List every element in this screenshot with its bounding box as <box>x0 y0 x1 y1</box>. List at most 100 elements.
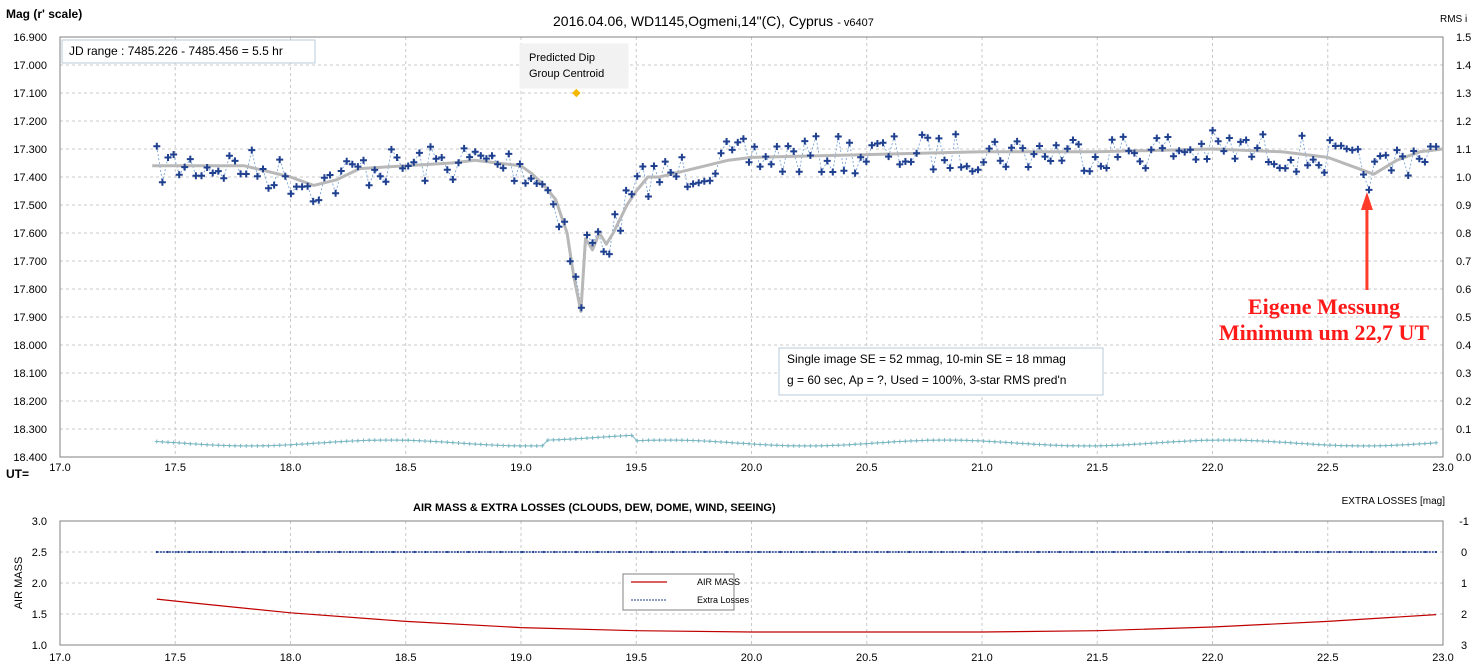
rms-point <box>439 439 444 444</box>
rms-point <box>1171 439 1176 444</box>
top-y-tick: 18.200 <box>13 396 47 408</box>
rms-point <box>339 439 344 444</box>
bottom-y2-tick: 2 <box>1461 609 1467 621</box>
magnitude-point <box>706 177 714 185</box>
bottom-y2-tick: 1 <box>1461 578 1467 590</box>
rms-point <box>160 439 165 444</box>
rms-point <box>255 443 260 448</box>
rms-point <box>1132 442 1137 447</box>
magnitude-point <box>1013 137 1021 145</box>
extra-losses-point <box>1155 550 1158 554</box>
extra-losses-point <box>1284 550 1287 554</box>
rms-point <box>1283 440 1288 445</box>
rms-point <box>1076 443 1081 448</box>
magnitude-point <box>1237 138 1245 146</box>
rms-point <box>428 439 433 444</box>
magnitude-point <box>181 163 189 171</box>
rms-point <box>763 442 768 447</box>
extra-losses-point <box>1435 550 1438 554</box>
magnitude-point <box>399 164 407 172</box>
magnitude-point <box>1192 156 1200 163</box>
rms-point <box>819 443 824 448</box>
rms-point <box>328 440 332 445</box>
rms-point <box>1272 439 1277 444</box>
extra-losses-point <box>532 550 535 554</box>
rms-point <box>316 441 321 445</box>
rms-point <box>467 441 472 446</box>
magnitude-point <box>516 160 524 168</box>
top-y2-tick: 0.6 <box>1456 284 1471 296</box>
rms-point <box>529 443 534 448</box>
magnitude-point <box>834 133 842 140</box>
extra-losses-point <box>919 550 922 554</box>
rms-point <box>936 438 941 443</box>
image-stats-box: Single image SE = 52 mmag, 10-min SE = 1… <box>778 347 1104 396</box>
rms-point <box>618 434 623 438</box>
bottom-plot-frame <box>59 520 1444 646</box>
magnitude-point <box>823 157 831 165</box>
magnitude-point <box>421 177 429 185</box>
extra-losses-point <box>618 550 621 554</box>
rms-point <box>959 438 964 443</box>
rms-point <box>735 441 740 446</box>
magnitude-point <box>577 304 585 312</box>
predicted-dip-box: Predicted Dip Group Centroid <box>519 43 629 89</box>
magnitude-point <box>220 174 228 182</box>
rms-point <box>305 441 310 446</box>
extra-losses-point <box>435 550 438 554</box>
rms-point <box>814 443 818 448</box>
rms-point <box>1098 443 1103 448</box>
extra-losses-point <box>1177 550 1180 554</box>
magnitude-point <box>449 176 457 183</box>
extra-losses-point <box>661 550 664 554</box>
magnitude-point <box>1315 161 1323 169</box>
rms-point <box>1294 441 1299 446</box>
magnitude-point <box>1125 147 1133 155</box>
extra-losses-point <box>790 550 793 554</box>
rms-point <box>931 438 936 443</box>
magnitude-point <box>991 138 999 146</box>
extra-losses-point <box>585 550 588 554</box>
extra-losses-point <box>1327 550 1330 554</box>
rms-point <box>210 443 215 447</box>
extra-losses-point <box>1273 550 1276 554</box>
rms-point <box>367 438 372 443</box>
magnitude-point <box>555 223 563 231</box>
magnitude-point <box>1281 164 1289 172</box>
top-x-tick: 20.5 <box>856 462 877 474</box>
top-y2-tick: 0.1 <box>1456 424 1471 436</box>
extra-losses-point <box>1316 550 1319 554</box>
magnitude-point <box>1075 140 1083 148</box>
extra-losses-point <box>252 550 255 554</box>
magnitude-point <box>946 164 954 172</box>
rms-point <box>534 443 539 448</box>
rms-point <box>1266 439 1271 444</box>
magnitude-point <box>723 138 731 145</box>
magnitude-point <box>1343 145 1351 153</box>
rms-point <box>752 442 757 447</box>
magnitude-point <box>482 155 490 163</box>
magnitude-point <box>387 145 395 153</box>
rms-point <box>892 439 897 444</box>
rms-point <box>663 438 668 443</box>
magnitude-point <box>762 153 770 161</box>
extra-losses-point <box>1349 550 1352 554</box>
rms-point <box>596 435 601 440</box>
magnitude-point <box>265 184 272 192</box>
bottom-x-tick: 19.0 <box>510 652 531 664</box>
extra-losses-point <box>1241 550 1244 554</box>
extra-losses-point <box>317 550 320 554</box>
extra-losses-point <box>1123 550 1126 554</box>
magnitude-point <box>281 172 289 180</box>
magnitude-point <box>656 178 664 186</box>
magnitude-point <box>684 183 691 191</box>
bottom-title: AIR MASS & EXTRA LOSSES (CLOUDS, DEW, DO… <box>413 502 776 514</box>
magnitude-point <box>711 170 719 178</box>
magnitude-point <box>913 149 921 157</box>
magnitude-point <box>672 173 680 180</box>
magnitude-point <box>985 145 993 153</box>
magnitude-point <box>1410 147 1418 155</box>
magnitude-point <box>1220 147 1228 155</box>
predicted-dip-line2: Group Centroid <box>529 68 604 80</box>
rms-point <box>1193 438 1198 443</box>
